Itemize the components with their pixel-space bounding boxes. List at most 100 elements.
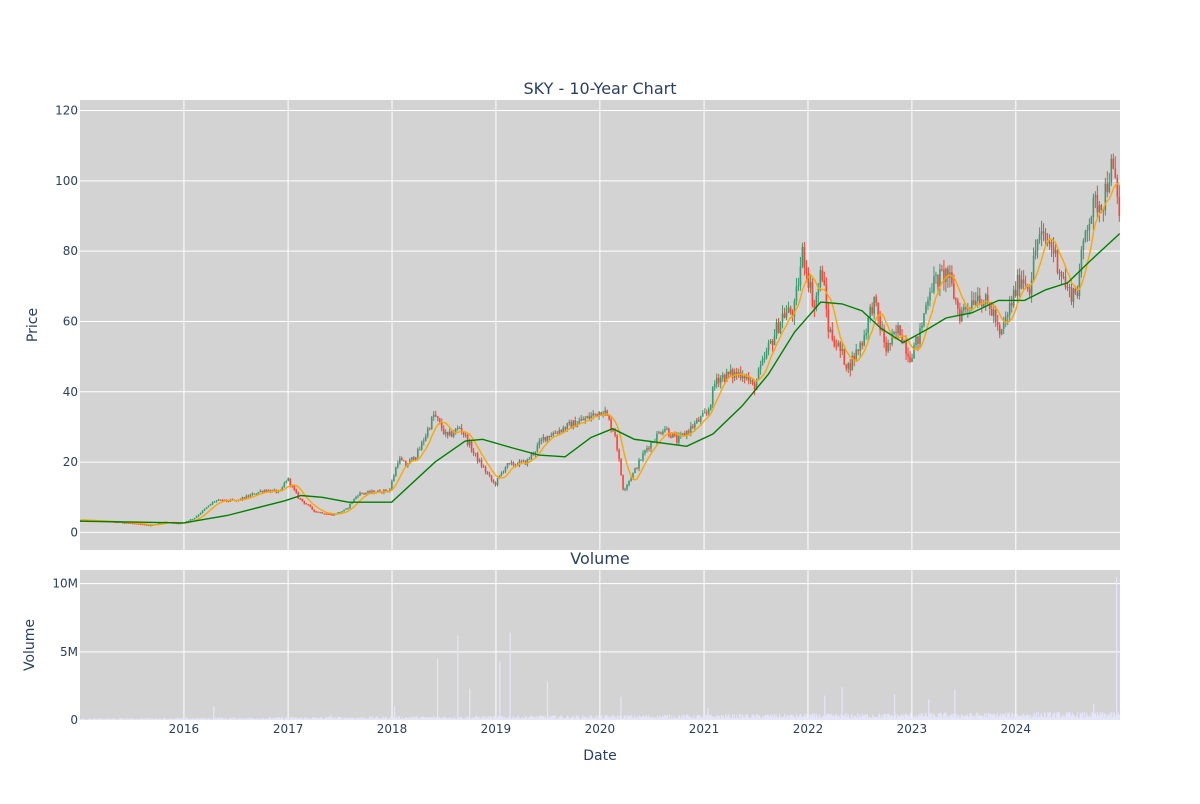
candle-2020-12-31 (703, 408, 706, 414)
candle-body (1106, 183, 1109, 192)
candle-2022-11-10 (897, 322, 899, 340)
candle-body (371, 490, 373, 493)
candle-body (197, 514, 200, 517)
candle-body (759, 364, 762, 370)
candle-2023-11-09 (1000, 328, 1003, 336)
candle-2022-09-22 (883, 324, 885, 348)
candle-body (580, 419, 583, 421)
candle-2023-07-13 (967, 303, 969, 318)
candle-body (606, 410, 608, 416)
candle-body (662, 431, 664, 434)
candle-2024-01-04 (1016, 269, 1019, 304)
candle-2022-03-10 (827, 301, 830, 339)
candle-2022-05-26 (849, 358, 852, 377)
candle-2017-02-16 (301, 498, 304, 502)
candle-body (1020, 279, 1023, 289)
candle-2024-10-17 (1098, 201, 1101, 223)
volume-panel-title: Volume (570, 549, 630, 568)
candle-body (273, 489, 276, 491)
candle-body (699, 416, 702, 422)
candle-body (953, 283, 955, 299)
candle-body (1110, 158, 1113, 183)
candle-body (1090, 217, 1093, 224)
candle-body (297, 492, 300, 499)
candle-2024-05-30 (1058, 269, 1061, 280)
candle-2018-02-15 (405, 460, 407, 467)
candle-2017-07-27 (347, 507, 349, 510)
candle-body (986, 294, 989, 303)
candle-body (132, 523, 134, 525)
candle-2021-09-30 (781, 305, 784, 329)
x-tick-2021: 2021 (689, 722, 720, 736)
candle-2024-03-28 (1040, 220, 1043, 247)
candle-body (1032, 255, 1035, 280)
candle-body (980, 304, 983, 307)
candle-body (568, 421, 571, 424)
candle-body (305, 503, 307, 505)
candle-body (648, 448, 650, 450)
candle-body (177, 523, 180, 525)
candle-body (1078, 273, 1081, 297)
candle-body (909, 356, 911, 362)
candle-body (590, 415, 592, 419)
candle-2018-01-04 (393, 474, 395, 482)
candle-body (311, 506, 313, 510)
candle-body (1012, 289, 1015, 306)
candle-2023-04-27 (945, 267, 947, 293)
candle-2024-11-07 (1104, 177, 1107, 216)
candle-body (965, 307, 967, 310)
candle-body (343, 509, 345, 512)
candle-2021-07-22 (761, 355, 764, 366)
candle-2020-01-23 (606, 409, 608, 416)
candle-2018-06-07 (436, 415, 439, 422)
candle-2020-01-30 (608, 414, 610, 421)
candle-body (684, 433, 686, 436)
candle-body (885, 342, 887, 352)
candle-body (193, 517, 196, 520)
candle-body (247, 495, 250, 497)
candle-2018-11-01 (478, 458, 481, 463)
candle-2019-07-11 (550, 432, 553, 438)
candle-body (355, 496, 357, 499)
candle-body (213, 501, 216, 503)
candle-body (482, 466, 485, 468)
candle-body (829, 329, 832, 332)
candle-body (592, 413, 594, 416)
candle-2020-08-06 (662, 429, 664, 436)
candle-2023-10-19 (994, 305, 997, 327)
candle-2021-06-17 (751, 378, 754, 386)
candle-2017-05-04 (323, 513, 325, 515)
candle-body (777, 322, 780, 333)
candle-body (548, 435, 551, 438)
candle-2023-11-23 (1004, 311, 1007, 328)
candle-2021-01-28 (711, 386, 714, 409)
candle-body (973, 300, 975, 305)
candle-body (554, 432, 557, 434)
candle-body (488, 473, 491, 476)
candle-2017-01-19 (293, 484, 296, 492)
candle-body (365, 492, 367, 494)
candle-body (201, 510, 204, 514)
candle-2024-10-31 (1102, 208, 1105, 222)
candle-body (967, 308, 969, 310)
candle-body (869, 306, 871, 318)
volume-bar-series (79, 576, 1120, 720)
candle-body (695, 419, 698, 424)
x-tick-2017: 2017 (273, 722, 304, 736)
candle-2019-07-25 (554, 429, 557, 434)
candle-body (139, 524, 142, 526)
candle-2021-02-11 (715, 373, 718, 389)
candle-2019-10-31 (582, 416, 585, 421)
candle-2022-12-29 (911, 353, 913, 363)
candle-body (1064, 276, 1067, 288)
candle-body (221, 499, 224, 502)
price-y-tick-80: 80 (63, 244, 78, 258)
candle-body (775, 322, 778, 336)
candle-body (359, 492, 361, 496)
price-y-tick-labels: 0 20 40 60 80 100 120 (55, 104, 78, 540)
candle-body (588, 416, 590, 419)
candle-body (638, 460, 640, 469)
candle-body (791, 312, 794, 317)
candle-2020-11-19 (692, 424, 694, 430)
candle-body (713, 384, 716, 388)
